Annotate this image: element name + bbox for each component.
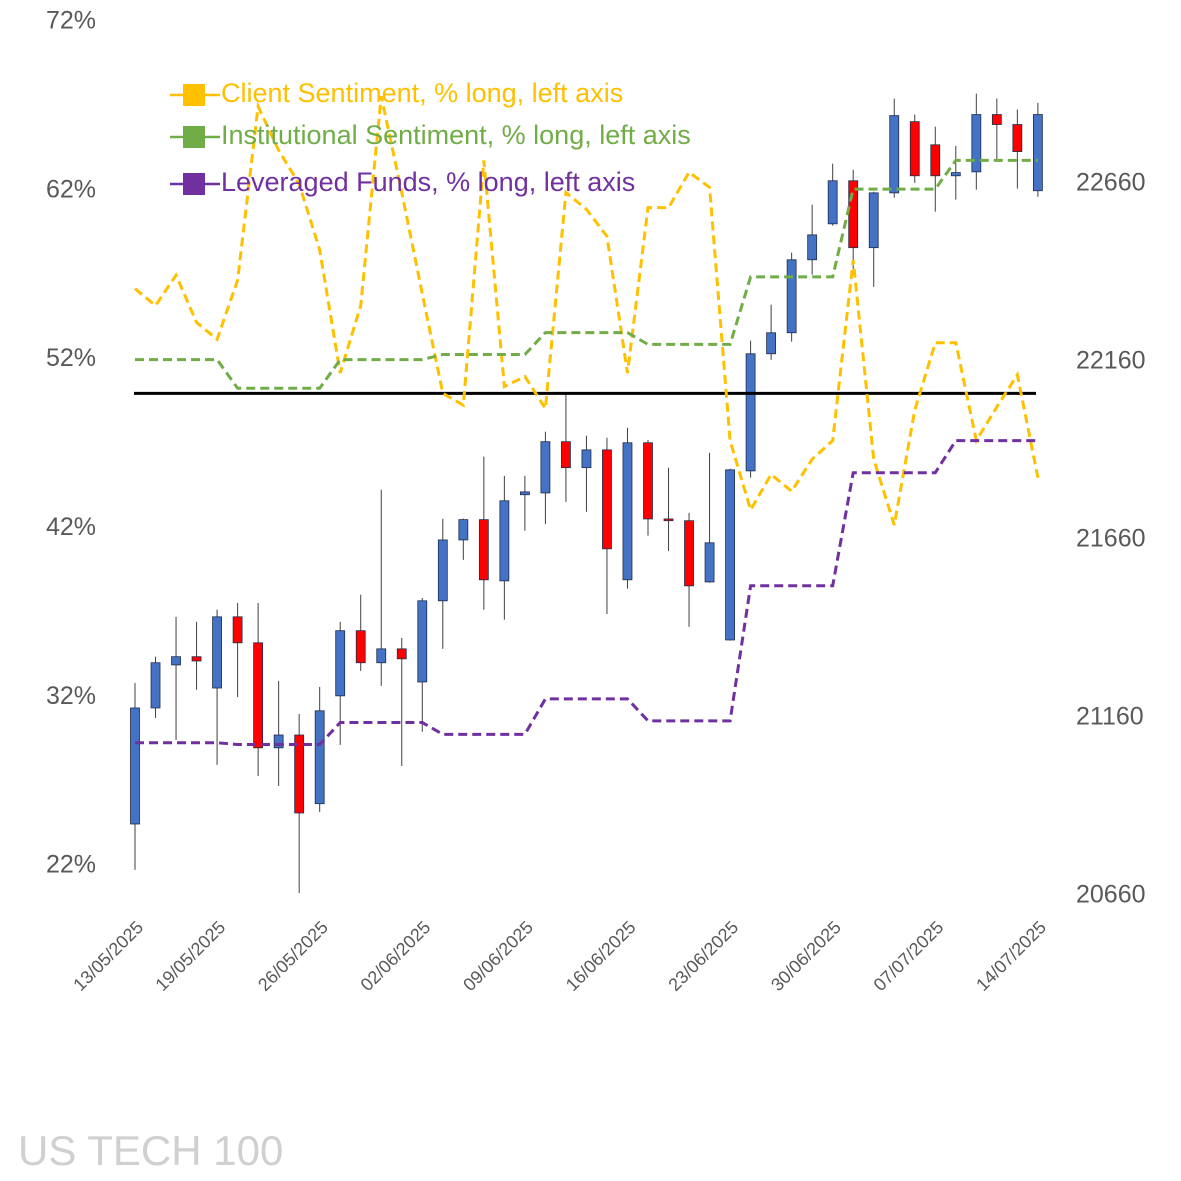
candle-body [253, 642, 264, 749]
x-tick-label: 30/06/2025 [767, 917, 845, 995]
candle-body [704, 542, 715, 583]
y-tick-label: 72% [46, 7, 96, 35]
candle-body [643, 442, 653, 520]
candle-body [725, 469, 735, 641]
y2-tick-label: 21160 [1076, 703, 1144, 731]
series-line [135, 158, 1038, 390]
candle-body [212, 616, 222, 689]
candle-body [663, 518, 674, 522]
y2-tick-label: 22660 [1076, 169, 1146, 197]
legend-label: Institutional Sentiment, % long, left ax… [221, 120, 691, 150]
x-tick-label: 19/05/2025 [151, 917, 229, 995]
candle-body [848, 180, 859, 249]
legend-marker [183, 84, 205, 106]
candle-body [786, 259, 797, 334]
candle-body [417, 600, 428, 683]
series-line [135, 439, 1038, 746]
y-tick-label: 62% [46, 175, 96, 203]
candle-body [807, 234, 818, 261]
legend-marker [183, 173, 205, 195]
candle-body [232, 616, 243, 644]
candle-body [191, 656, 202, 662]
candle-body [868, 192, 879, 249]
candle-body [991, 114, 1002, 125]
series-line [134, 95, 1040, 526]
y2-tick-label: 22160 [1076, 347, 1146, 375]
candle-body [273, 734, 284, 749]
candle-body [478, 519, 489, 581]
y-tick-label: 32% [46, 682, 96, 710]
legend-marker [183, 126, 205, 148]
candle-body [1032, 114, 1043, 192]
candle-body [602, 449, 612, 550]
candle-body [622, 442, 633, 581]
watermark: US TECH 100 [18, 1127, 283, 1174]
candle-body [950, 172, 961, 177]
candle-body [581, 449, 592, 469]
legend-label: Leveraged Funds, % long, left axis [221, 167, 635, 197]
candle-body [561, 441, 571, 469]
x-tick-label: 16/06/2025 [562, 917, 640, 995]
candle-body [971, 114, 982, 173]
x-tick-label: 13/05/2025 [69, 917, 147, 995]
y-tick-label: 22% [46, 851, 96, 879]
x-tick-label: 07/07/2025 [870, 917, 948, 995]
candle-body [930, 144, 941, 177]
candle-body [827, 180, 838, 225]
candle-body [130, 707, 140, 825]
candle-body [437, 539, 448, 602]
candle-body [376, 648, 387, 664]
candle-body [745, 353, 756, 472]
x-tick-label: 02/06/2025 [357, 917, 435, 995]
legend-label: Client Sentiment, % long, left axis [221, 78, 623, 108]
candle-body [499, 500, 510, 582]
candle-body [171, 656, 181, 666]
candle-body [1012, 124, 1023, 152]
candle-body [335, 630, 346, 697]
candle-body [396, 648, 407, 660]
candle-body [519, 491, 530, 496]
candle-body [314, 710, 325, 805]
candle-body [766, 332, 777, 355]
candle-body [684, 520, 694, 587]
candle-body [909, 121, 920, 177]
candle-body [294, 734, 305, 814]
candle-body [889, 115, 900, 194]
x-tick-label: 14/07/2025 [972, 917, 1050, 995]
candle-body [540, 441, 551, 494]
candle-body [458, 519, 469, 541]
y2-tick-label: 21660 [1076, 525, 1146, 553]
candle-body [355, 630, 366, 664]
y-tick-label: 52% [46, 344, 96, 372]
candle-body [150, 662, 161, 709]
y2-tick-label: 20660 [1076, 881, 1146, 909]
x-tick-label: 23/06/2025 [664, 917, 742, 995]
x-tick-label: 09/06/2025 [459, 917, 537, 995]
y-tick-label: 42% [46, 513, 96, 541]
x-tick-label: 26/05/2025 [254, 917, 332, 995]
